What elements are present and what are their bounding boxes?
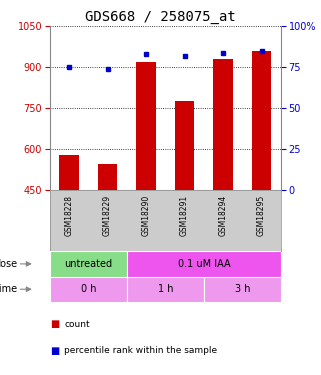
Text: GSM18290: GSM18290 xyxy=(142,195,151,237)
Bar xyxy=(136,62,156,190)
Text: 0 h: 0 h xyxy=(81,284,96,294)
Text: GSM18294: GSM18294 xyxy=(219,195,228,237)
Text: GSM18291: GSM18291 xyxy=(180,195,189,236)
Text: GSM18228: GSM18228 xyxy=(65,195,74,236)
Text: 1 h: 1 h xyxy=(158,284,173,294)
Text: dose: dose xyxy=(0,259,17,269)
Bar xyxy=(213,59,233,190)
Bar xyxy=(175,102,194,190)
Bar xyxy=(252,51,271,190)
Bar xyxy=(50,251,127,277)
Bar xyxy=(204,277,281,302)
Text: count: count xyxy=(64,320,90,329)
Text: time: time xyxy=(0,284,17,294)
Text: ■: ■ xyxy=(50,346,59,355)
Text: ■: ■ xyxy=(50,320,59,329)
Text: 0.1 uM IAA: 0.1 uM IAA xyxy=(178,259,230,269)
Text: 3 h: 3 h xyxy=(235,284,250,294)
Text: untreated: untreated xyxy=(64,259,112,269)
Bar xyxy=(127,277,204,302)
Text: GSM18229: GSM18229 xyxy=(103,195,112,236)
Text: GDS668 / 258075_at: GDS668 / 258075_at xyxy=(85,10,236,24)
Bar xyxy=(59,155,79,190)
Bar xyxy=(50,277,127,302)
Bar xyxy=(98,164,117,190)
Bar xyxy=(127,251,281,277)
Text: GSM18295: GSM18295 xyxy=(257,195,266,237)
Text: percentile rank within the sample: percentile rank within the sample xyxy=(64,346,217,355)
